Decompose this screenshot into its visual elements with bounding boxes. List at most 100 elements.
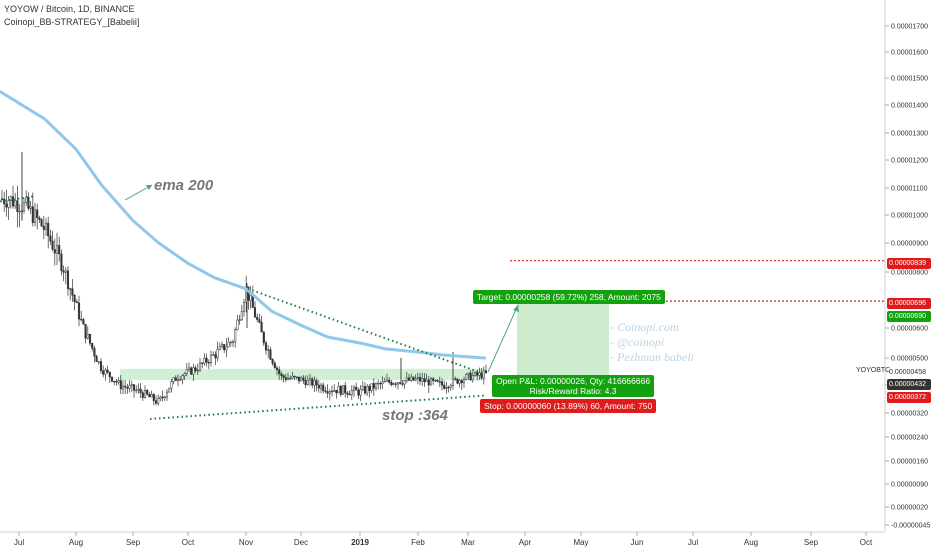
candle-body <box>71 288 74 296</box>
price-tag-last: 0.00000458 <box>889 369 926 376</box>
candle-body <box>350 390 353 395</box>
target-zone <box>517 301 609 377</box>
x-tick-label: Aug <box>744 538 758 547</box>
indicator-title: Coinopi_BB-STRATEGY_[Babelii] <box>4 17 140 27</box>
price-tag-stop: 0.00000372 <box>887 392 931 403</box>
y-tick-label: 0.00000900 <box>891 241 928 248</box>
candle-body <box>99 361 103 371</box>
candle-body <box>300 377 303 382</box>
candle-body <box>95 355 98 362</box>
candle-body <box>447 386 450 389</box>
candle-body <box>440 381 444 386</box>
candle-body <box>405 377 408 381</box>
candle-body <box>97 361 100 363</box>
candle-body <box>185 369 188 374</box>
candle-body <box>473 372 477 376</box>
candle-body <box>7 200 10 208</box>
candle-body <box>154 400 158 404</box>
candle-body <box>196 369 199 372</box>
candle-body <box>260 321 263 333</box>
y-tick-label: 0.00000320 <box>891 411 928 418</box>
candle-body <box>66 270 70 289</box>
y-tick-label: 0.00001500 <box>891 76 928 83</box>
risk-reward-line: Risk/Reward Ratio: 4.3 <box>529 386 617 396</box>
candle-body <box>108 371 111 378</box>
candle-body <box>458 380 461 384</box>
candle-body <box>273 362 276 369</box>
candle-body <box>484 370 488 373</box>
candle-body <box>119 380 122 390</box>
candle-body <box>18 211 21 213</box>
candle-body <box>73 295 76 303</box>
candle-body <box>49 235 52 242</box>
candle-body <box>60 253 63 271</box>
candle-body <box>159 396 162 399</box>
candle-body <box>40 219 43 227</box>
candle-body <box>203 357 206 364</box>
candle-body <box>135 389 138 392</box>
candle-body <box>280 373 283 376</box>
candle-body <box>75 301 78 304</box>
candle-body <box>69 288 72 290</box>
watermark-line-1: - Coinopi.com <box>610 320 679 334</box>
candle-body <box>482 370 485 379</box>
candle-body <box>47 222 50 237</box>
candle-body <box>330 390 334 393</box>
candle-body <box>62 270 65 273</box>
candle-body <box>271 359 274 364</box>
candle-body <box>476 372 479 376</box>
candle-body <box>247 286 250 301</box>
candle-body <box>416 377 419 379</box>
candle-body <box>91 342 94 349</box>
candle-body <box>218 346 221 350</box>
candle-body <box>339 385 342 395</box>
candle-body <box>130 384 133 386</box>
candle-body <box>229 341 232 344</box>
candle-body <box>282 375 285 378</box>
ticker-label: YOYOBTC <box>856 367 891 374</box>
candle-body <box>249 295 252 301</box>
candle-body <box>286 377 290 380</box>
candle-body <box>306 379 309 386</box>
candle-body <box>284 377 287 380</box>
candle-body <box>361 386 364 390</box>
candle-body <box>148 394 151 398</box>
y-tick-label: 0.00000160 <box>891 459 928 466</box>
candle-body <box>346 392 349 395</box>
ema-arrow-head <box>146 185 152 190</box>
candle-body <box>84 323 87 339</box>
candle-body <box>374 383 378 389</box>
candle-body <box>412 376 415 381</box>
candle-body <box>315 380 318 386</box>
candle-body <box>414 378 417 381</box>
candle-body <box>275 367 279 371</box>
candle-body <box>370 383 373 391</box>
candle-body <box>451 378 455 386</box>
candle-body <box>53 249 56 254</box>
x-tick-label: Oct <box>860 538 873 547</box>
price-tag-entry: 0.00000432 <box>887 379 931 390</box>
candle-body <box>29 206 32 209</box>
candle-body <box>234 329 237 343</box>
candle-body <box>161 396 164 399</box>
y-tick-label: 0.00000020 <box>891 505 928 512</box>
y-tick-label: 0.00001600 <box>891 50 928 57</box>
candle-body <box>381 381 384 384</box>
candle-body <box>110 376 114 382</box>
x-tick-label: Sep <box>804 538 819 547</box>
ema-annotation: ema 200 <box>154 177 214 194</box>
candle-body <box>86 333 89 339</box>
candle-body <box>291 375 294 379</box>
candle-body <box>385 379 389 382</box>
candle-body <box>106 369 109 373</box>
candle-body <box>289 377 292 380</box>
candle-body <box>467 372 470 375</box>
candle-body <box>181 375 184 380</box>
candle-body <box>396 382 400 385</box>
candle-body <box>311 378 314 386</box>
candle-body <box>126 386 129 389</box>
candle-body <box>174 377 177 381</box>
candle-body <box>392 383 395 385</box>
